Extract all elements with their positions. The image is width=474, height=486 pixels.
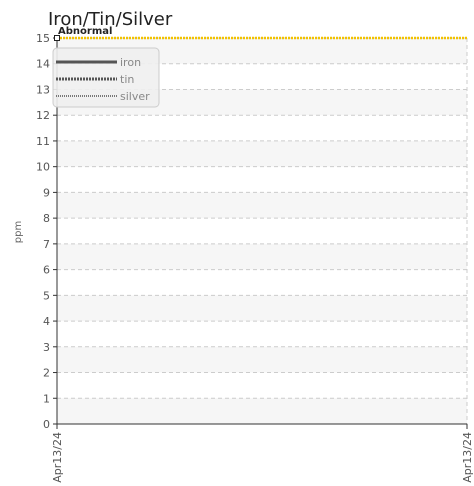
band <box>57 346 467 373</box>
y-tick-label: 7 <box>43 238 50 251</box>
chart-title: Iron/Tin/Silver <box>48 9 173 30</box>
y-tick-label: 11 <box>36 135 50 148</box>
y-tick-label: 15 <box>36 32 50 45</box>
y-axis-label: ppm <box>13 221 24 243</box>
band <box>57 192 467 219</box>
y-tick-label: 10 <box>36 161 50 174</box>
band <box>57 243 467 270</box>
y-tick-label: 4 <box>43 315 50 328</box>
band <box>57 295 467 322</box>
y-tick-label: 0 <box>43 418 50 431</box>
band <box>57 398 467 424</box>
y-tick-label: 13 <box>36 83 50 96</box>
x-tick-label: Apr13/24 <box>461 432 474 483</box>
legend-label: tin <box>120 73 134 86</box>
y-tick-label: 12 <box>36 109 50 122</box>
threshold-marker <box>54 35 60 41</box>
legend: iron tin silver <box>52 47 160 108</box>
y-tick-label: 6 <box>43 264 50 277</box>
y-tick-label: 9 <box>43 186 50 199</box>
threshold-label: Abnormal <box>58 26 112 37</box>
y-tick-label: 1 <box>43 392 50 405</box>
y-tick-label: 8 <box>43 212 50 225</box>
legend-label: silver <box>120 90 150 103</box>
y-tick-label: 5 <box>43 289 50 302</box>
y-tick-label: 2 <box>43 367 50 380</box>
band <box>57 140 467 167</box>
legend-label: iron <box>120 56 141 69</box>
y-tick-label: 3 <box>43 341 50 354</box>
x-tick-label: Apr13/24 <box>51 432 64 483</box>
y-tick-label: 14 <box>36 58 50 71</box>
